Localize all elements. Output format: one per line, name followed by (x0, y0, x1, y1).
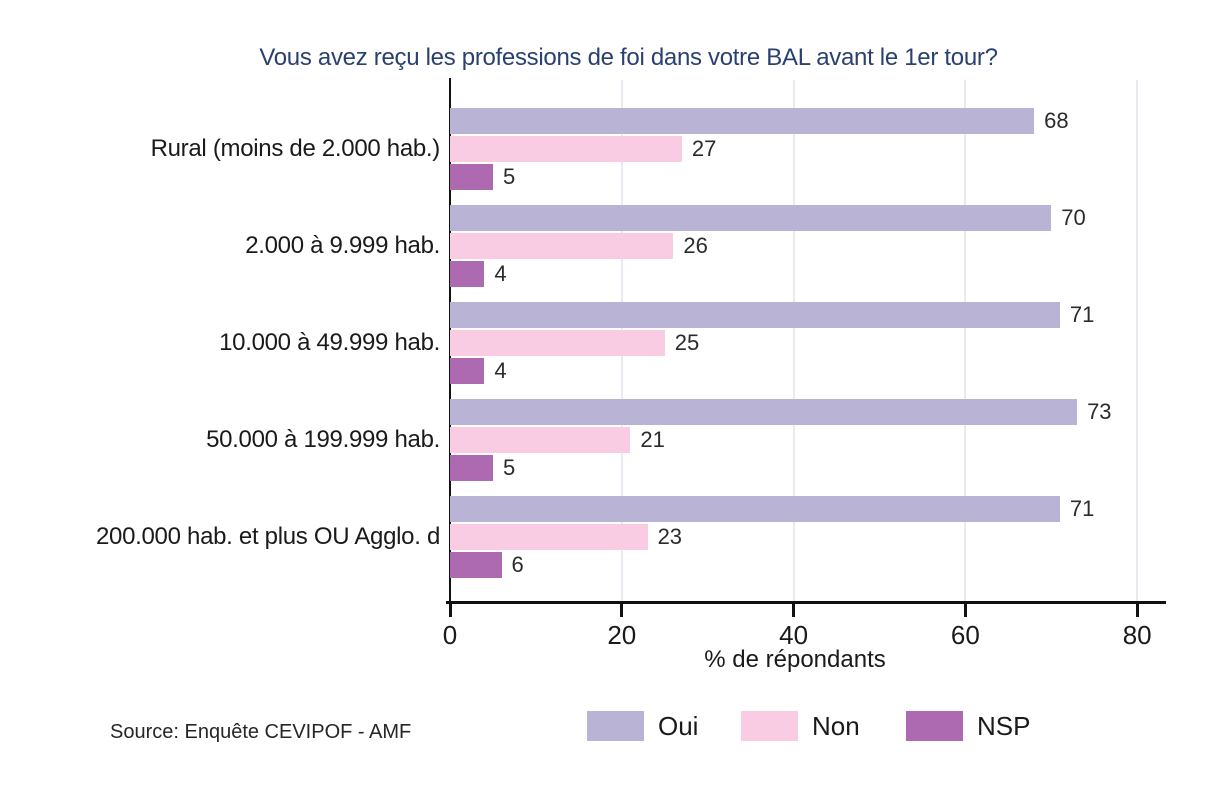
chart-title: Vous avez reçu les professions de foi da… (259, 44, 998, 71)
bar-value-label: 23 (657, 524, 683, 549)
bar-oui (450, 399, 1078, 425)
x-axis-label: % de répondants (704, 646, 886, 673)
bar-value-label: 25 (674, 330, 700, 355)
bar-value-label: 5 (502, 164, 516, 189)
bar-value-label: 5 (502, 455, 516, 480)
bar-value-label: 71 (1069, 302, 1095, 327)
legend-swatch-oui (587, 711, 644, 741)
bar-value-label: 21 (640, 427, 665, 452)
legend-label: Non (812, 710, 860, 741)
gridline (964, 80, 967, 601)
gridline (792, 80, 795, 601)
bar-value-label: 70 (1061, 205, 1086, 230)
bar-value-label: 26 (683, 233, 708, 258)
bar-non (450, 233, 674, 259)
bar-nsp (450, 552, 502, 578)
category-label: 200.000 hab. et plus OU Agglo. d (96, 523, 440, 550)
bar-nsp (450, 358, 485, 384)
x-tick (963, 604, 967, 617)
legend-swatch-nsp (906, 711, 963, 741)
bar-oui (450, 205, 1052, 231)
x-tick-label: 0 (442, 620, 458, 650)
x-tick-label: 80 (1122, 620, 1152, 650)
x-tick (1135, 604, 1139, 617)
bar-nsp (450, 455, 493, 481)
legend-label: Oui (658, 710, 699, 741)
bar-non (450, 136, 682, 162)
bar-non (450, 330, 665, 356)
bar-oui (450, 108, 1035, 134)
x-tick (620, 604, 624, 617)
bar-oui (450, 496, 1060, 522)
legend-item-oui: Oui (587, 711, 698, 741)
category-label: 10.000 à 49.999 hab. (219, 329, 440, 356)
bar-nsp (450, 261, 485, 287)
x-tick-label: 20 (607, 620, 637, 650)
source-note: Source: Enquête CEVIPOF - AMF (110, 721, 412, 743)
x-tick (792, 604, 796, 617)
legend-swatch-non (741, 711, 798, 741)
bar-non (450, 427, 631, 453)
x-tick-label: 40 (779, 620, 809, 650)
bar-value-label: 73 (1087, 399, 1112, 424)
bar-value-label: 68 (1044, 108, 1069, 133)
legend-item-nsp: NSP (906, 711, 1030, 741)
x-tick (448, 604, 452, 617)
bar-value-label: 71 (1069, 496, 1095, 521)
legend-label: NSP (977, 710, 1031, 741)
bar-value-label: 6 (511, 552, 524, 577)
x-tick-label: 60 (950, 620, 980, 650)
legend-item-non: Non (741, 711, 860, 741)
bar-oui (450, 302, 1060, 328)
bar-non (450, 524, 648, 550)
gridline (1136, 80, 1139, 601)
category-label: 50.000 à 199.999 hab. (206, 426, 440, 453)
bar-value-label: 4 (494, 358, 507, 383)
bar-value-label: 27 (691, 136, 717, 161)
bar-value-label: 4 (494, 261, 507, 286)
category-label: 2.000 à 9.999 hab. (245, 232, 440, 259)
category-label: Rural (moins de 2.000 hab.) (150, 135, 441, 162)
x-axis-line (446, 601, 1166, 604)
bar-nsp (450, 164, 493, 190)
